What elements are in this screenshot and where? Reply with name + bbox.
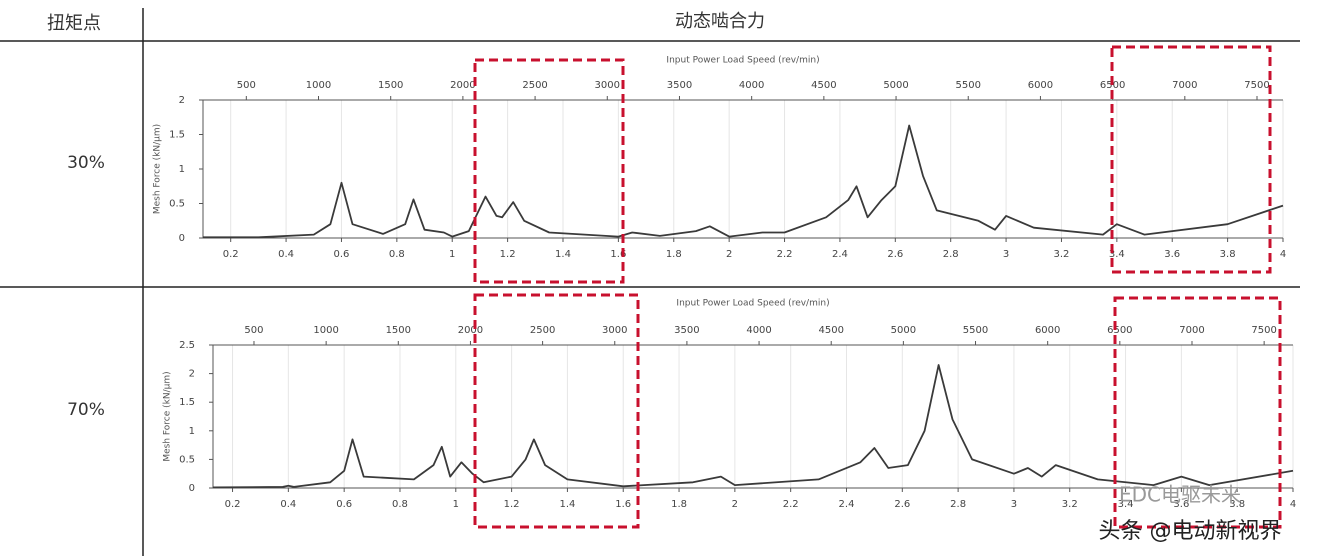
x-tick-label: 1.4 xyxy=(559,499,575,510)
charts: Input Power Load Speed (rev/min) Mesh For… xyxy=(153,56,1297,511)
x2-tick-label: 2000 xyxy=(450,80,475,91)
highlight-box xyxy=(1113,296,1282,529)
x2-tick-label: 1500 xyxy=(386,325,411,336)
x-tick-label: 1.6 xyxy=(615,499,631,510)
x-tick-label: 2 xyxy=(732,499,738,510)
x2-tick-label: 5000 xyxy=(883,80,908,91)
y-tick-label: 1.5 xyxy=(179,397,195,408)
x2-tick-label: 5000 xyxy=(891,325,916,336)
x-tick-label: 0.2 xyxy=(223,249,239,260)
header-cell: 动态啮合力 xyxy=(675,11,765,32)
data-line xyxy=(203,124,1284,239)
y-tick-label: 2.5 xyxy=(179,340,195,351)
x-tick-label: 3.4 xyxy=(1118,499,1134,510)
x-tick-label: 3 xyxy=(1011,499,1017,510)
x-tick-label: 3 xyxy=(1003,249,1009,260)
y-axis-title: Mesh Force (kN/μm) xyxy=(153,124,163,214)
x2-tick-label: 7000 xyxy=(1179,325,1204,336)
x-tick-label: 1 xyxy=(449,249,455,260)
x-tick-label: 2.4 xyxy=(839,499,855,510)
x-tick-label: 4 xyxy=(1290,499,1296,510)
x-tick-label: 0.4 xyxy=(278,249,294,260)
x2-tick-label: 4000 xyxy=(746,325,771,336)
x2-tick-label: 500 xyxy=(237,80,256,91)
y-tick-label: 2 xyxy=(179,95,185,106)
x-tick-label: 1.2 xyxy=(500,249,516,260)
x-tick-label: 0.4 xyxy=(280,499,296,510)
x2-tick-label: 2500 xyxy=(530,325,555,336)
x-tick-label: 3.6 xyxy=(1173,499,1189,510)
x2-tick-label: 1000 xyxy=(313,325,338,336)
x-tick-label: 3.8 xyxy=(1229,499,1245,510)
watermark-credit: 头条 @电动新视界 xyxy=(1099,519,1282,544)
x2-tick-label: 4000 xyxy=(739,80,764,91)
x-tick-label: 2.8 xyxy=(950,499,966,510)
y-tick-label: 0 xyxy=(189,483,195,494)
x2-tick-label: 3000 xyxy=(602,325,627,336)
highlight-box xyxy=(473,58,625,284)
x2-tick-label: 2500 xyxy=(522,80,547,91)
x-tick-label: 0.6 xyxy=(334,249,350,260)
x-tick-label: 3.8 xyxy=(1220,249,1236,260)
highlight-box xyxy=(473,293,640,529)
x-tick-label: 1.8 xyxy=(666,249,682,260)
x2-tick-label: 2000 xyxy=(458,325,483,336)
x-tick-label: 0.8 xyxy=(392,499,408,510)
header-cell: 扭矩点 xyxy=(47,13,101,34)
x2-tick-label: 6000 xyxy=(1035,325,1060,336)
x2-tick-label: 3500 xyxy=(674,325,699,336)
x-tick-label: 1.6 xyxy=(610,249,626,260)
x2-tick-label: 7500 xyxy=(1251,325,1276,336)
x2-tick-label: 6000 xyxy=(1028,80,1053,91)
x2-tick-label: 6500 xyxy=(1107,325,1132,336)
x2-tick-label: 5500 xyxy=(956,80,981,91)
x-tick-label: 0.2 xyxy=(225,499,241,510)
x2-axis-title: Input Power Load Speed (rev/min) xyxy=(676,299,829,309)
x2-tick-label: 4500 xyxy=(818,325,843,336)
x-tick-label: 3.4 xyxy=(1109,249,1125,260)
x2-tick-label: 6500 xyxy=(1100,80,1125,91)
y-tick-label: 1 xyxy=(189,426,195,437)
y-tick-label: 1 xyxy=(179,164,185,175)
y-tick-label: 2 xyxy=(189,369,195,380)
x-tick-label: 0.8 xyxy=(389,249,405,260)
x-tick-label: 2.2 xyxy=(777,249,793,260)
x-tick-label: 2.6 xyxy=(887,249,903,260)
x2-tick-label: 3500 xyxy=(667,80,692,91)
y-tick-label: 0.5 xyxy=(169,199,185,210)
x2-axis-title: Input Power Load Speed (rev/min) xyxy=(666,56,819,66)
x-tick-label: 3.2 xyxy=(1054,249,1070,260)
x2-tick-label: 1500 xyxy=(378,80,403,91)
y-axis-title: Mesh Force (kN/μm) xyxy=(163,371,173,461)
x2-tick-label: 4500 xyxy=(811,80,836,91)
x-tick-label: 1.2 xyxy=(504,499,520,510)
data-line xyxy=(212,364,1294,489)
watermark-logo: EDC电驱未来 xyxy=(1119,483,1241,507)
x-tick-label: 2 xyxy=(726,249,732,260)
y-tick-label: 0 xyxy=(179,233,185,244)
x-tick-label: 1.8 xyxy=(671,499,687,510)
x2-tick-label: 1000 xyxy=(306,80,331,91)
x-tick-label: 4 xyxy=(1280,249,1286,260)
x-tick-label: 2.8 xyxy=(943,249,959,260)
x-tick-label: 2.6 xyxy=(894,499,910,510)
x-tick-label: 3.2 xyxy=(1062,499,1078,510)
row-label: 30% xyxy=(67,153,105,173)
highlight-box xyxy=(1110,45,1272,274)
x2-tick-label: 7500 xyxy=(1244,80,1269,91)
x-tick-label: 2.4 xyxy=(832,249,848,260)
x2-tick-label: 500 xyxy=(244,325,263,336)
row-label: 70% xyxy=(67,400,105,420)
x-tick-label: 0.6 xyxy=(336,499,352,510)
x-tick-label: 1.4 xyxy=(555,249,571,260)
x2-tick-label: 3000 xyxy=(595,80,620,91)
y-tick-label: 1.5 xyxy=(169,130,185,141)
x2-tick-label: 7000 xyxy=(1172,80,1197,91)
x2-tick-label: 5500 xyxy=(963,325,988,336)
x-tick-label: 1 xyxy=(453,499,459,510)
y-tick-label: 0.5 xyxy=(179,454,195,465)
x-tick-label: 2.2 xyxy=(783,499,799,510)
x-tick-label: 3.6 xyxy=(1164,249,1180,260)
